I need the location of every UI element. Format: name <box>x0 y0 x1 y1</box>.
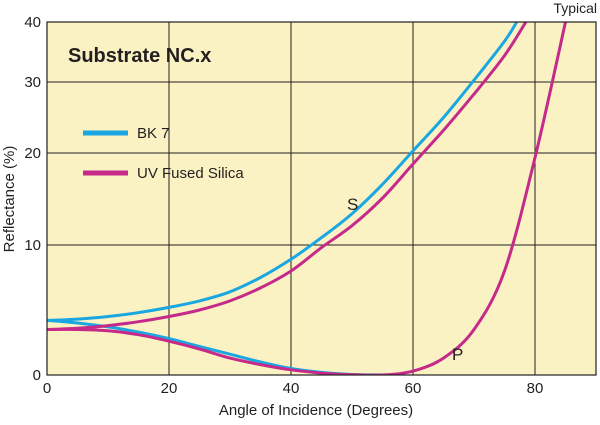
x-axis-title: Angle of Incidence (Degrees) <box>219 402 413 419</box>
x-tick-label-0: 0 <box>43 380 51 397</box>
x-tick-label-40: 40 <box>283 380 300 397</box>
tick-labels: 0 20 40 60 80 0 10 20 30 40 <box>24 14 543 397</box>
legend-label-uv-fused-silica: UV Fused Silica <box>137 165 244 182</box>
y-tick-label-20: 20 <box>24 145 41 162</box>
annotation-s: S <box>347 195 358 214</box>
y-axis-title: Reflectance (%) <box>1 146 18 253</box>
series-uv-fused-silica-p-line <box>47 22 567 375</box>
y-tick-label-10: 10 <box>24 237 41 254</box>
corner-label: Typical <box>553 0 597 16</box>
plot-frame <box>46 21 597 376</box>
y-tick-label-40: 40 <box>24 14 41 31</box>
plot-area <box>47 22 596 375</box>
legend-label-bk7: BK 7 <box>137 125 170 142</box>
chart-title: Substrate NC.x <box>68 45 211 67</box>
x-tick-label-20: 20 <box>161 380 178 397</box>
x-tick-label-80: 80 <box>527 380 544 397</box>
y-tick-label-0: 0 <box>33 367 41 384</box>
legend: BK 7 UV Fused Silica <box>83 125 244 182</box>
series-uv-fused-silica-s-line <box>47 22 528 331</box>
x-tick-label-60: 60 <box>405 380 422 397</box>
series-bk7-s-line <box>47 22 518 322</box>
y-tick-label-30: 30 <box>24 74 41 91</box>
annotation-p: P <box>452 345 463 364</box>
